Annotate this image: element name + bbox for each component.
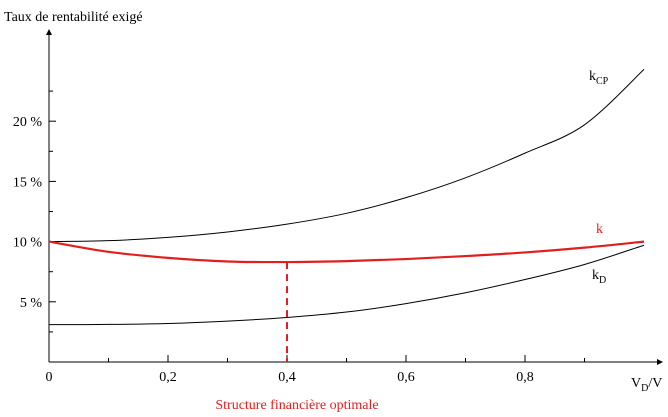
y-tick-label: 5 % (20, 296, 43, 311)
y-axis-title: Taux de rentabilité exigé (4, 10, 143, 25)
series-label-k: k (596, 222, 603, 237)
series-line-k (48, 240, 645, 264)
y-tick-label: 20 % (13, 115, 43, 130)
series-label-kcp: kCP (589, 69, 609, 87)
series-layer (48, 69, 645, 326)
x-tick-label: 0 (46, 370, 53, 385)
y-tick-label: 15 % (13, 175, 43, 190)
axis-ticks (49, 90, 585, 362)
axis-tick-labels: 0 0,2 0,4 0,6 0,8 5 % 10 % 15 % 20 % (13, 115, 534, 385)
series-label-kd: kD (592, 268, 606, 286)
series-line-kcp (48, 69, 645, 243)
x-tick-label: 0,2 (159, 370, 177, 385)
series-line-kd (48, 244, 645, 326)
y-tick-label: 10 % (13, 236, 43, 251)
x-tick-label: 0,8 (516, 370, 534, 385)
x-tick-label: 0,4 (278, 370, 296, 385)
optimum-label: Structure financière optimale (215, 398, 378, 413)
x-tick-label: 0,6 (397, 370, 415, 385)
x-axis-title: VD/V (631, 376, 662, 394)
